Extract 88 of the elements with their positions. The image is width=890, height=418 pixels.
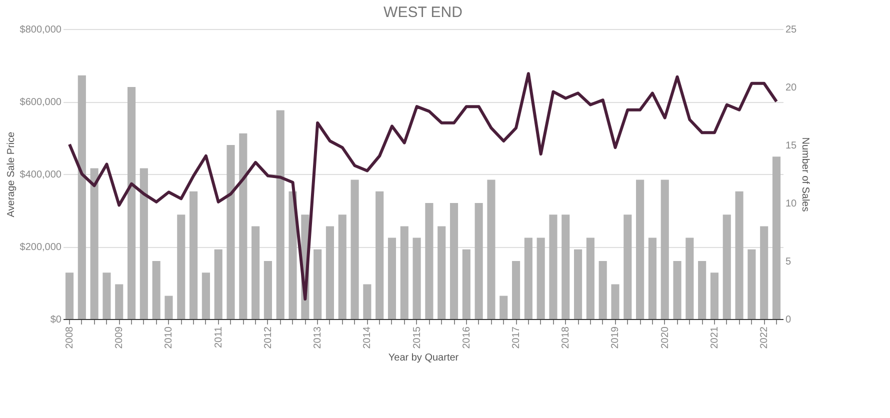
bar — [474, 203, 483, 319]
y2-tick-label: 0 — [786, 314, 792, 326]
bar — [598, 261, 607, 319]
bar — [338, 214, 346, 319]
bar — [164, 296, 173, 319]
x-axis-title: Year by Quarter — [388, 352, 460, 364]
x-tick-label: 2016 — [461, 326, 472, 349]
bar — [214, 249, 222, 319]
x-tick-label: 2022 — [759, 326, 770, 349]
bar — [78, 75, 86, 319]
bar — [574, 249, 582, 319]
bar — [412, 238, 421, 319]
bar — [660, 180, 669, 319]
bar — [376, 191, 384, 319]
bar — [326, 226, 334, 319]
x-tick-label: 2015 — [412, 326, 423, 349]
bar — [276, 110, 284, 319]
x-tick-label: 2019 — [610, 326, 622, 349]
bar — [202, 272, 210, 319]
x-tick-label: 2020 — [660, 326, 671, 349]
chart-title: WEST END — [384, 4, 463, 21]
bar — [115, 284, 124, 319]
y-axis-title: Average Sale Price — [6, 131, 17, 218]
bar — [586, 238, 594, 319]
bar — [177, 214, 186, 319]
y-tick-label: $400,000 — [20, 170, 62, 180]
bar — [425, 203, 434, 319]
bar — [772, 156, 781, 319]
y-tick-label: $0 — [50, 314, 62, 326]
x-tick-label: 2018 — [560, 326, 572, 349]
bar — [524, 238, 532, 319]
bar — [673, 261, 682, 319]
y2-tick-label: 10 — [786, 198, 798, 210]
bar — [388, 238, 396, 319]
bar — [450, 203, 458, 319]
bar — [748, 249, 756, 319]
bar — [562, 214, 570, 319]
x-tick-label: 2011 — [213, 326, 224, 348]
bar — [239, 133, 248, 319]
bar — [314, 249, 322, 319]
bar — [549, 214, 558, 319]
bar — [288, 191, 297, 319]
bar — [500, 296, 508, 319]
x-tick-label: 2017 — [511, 326, 522, 349]
bar — [487, 180, 496, 319]
y-tick-label: $200,000 — [20, 242, 62, 253]
bar — [536, 238, 545, 319]
bar — [65, 272, 74, 319]
bar — [512, 261, 520, 319]
x-tick-label: 2010 — [164, 326, 175, 349]
line-series — [68, 72, 778, 301]
bar — [686, 238, 694, 319]
bar — [648, 238, 656, 319]
y2-tick-label: 20 — [786, 82, 798, 94]
bar — [400, 226, 408, 319]
bar — [438, 226, 446, 319]
bar — [226, 145, 235, 319]
bar — [90, 168, 98, 319]
bar — [636, 180, 644, 319]
x-tick-label: 2012 — [262, 326, 274, 349]
bar — [710, 272, 719, 319]
bar — [735, 191, 744, 319]
x-tick-label: 2008 — [64, 326, 76, 349]
bar — [127, 87, 136, 319]
bar — [611, 284, 620, 319]
bar — [760, 226, 768, 319]
bar — [102, 272, 111, 319]
bar — [190, 191, 198, 319]
bar — [722, 214, 731, 319]
bar — [698, 261, 706, 319]
y2-tick-label: 25 — [786, 24, 798, 36]
bar — [264, 261, 272, 319]
y2-axis-title: Number of Sales — [800, 137, 811, 212]
y-tick-label: $600,000 — [20, 97, 62, 108]
bar — [152, 261, 160, 319]
y2-tick-label: 15 — [786, 140, 798, 152]
bar — [363, 284, 372, 319]
bar — [350, 180, 359, 319]
x-tick-label: 2014 — [362, 326, 374, 349]
x-tick-label: 2013 — [312, 326, 324, 349]
y2-tick-label: 5 — [786, 256, 792, 268]
bar — [624, 214, 632, 319]
x-tick-label: 2009 — [114, 326, 126, 349]
bar — [462, 249, 470, 319]
y-tick-label: $800,000 — [20, 24, 62, 36]
bar — [140, 168, 148, 319]
x-tick-label: 2021 — [709, 326, 720, 349]
bar — [252, 226, 260, 319]
